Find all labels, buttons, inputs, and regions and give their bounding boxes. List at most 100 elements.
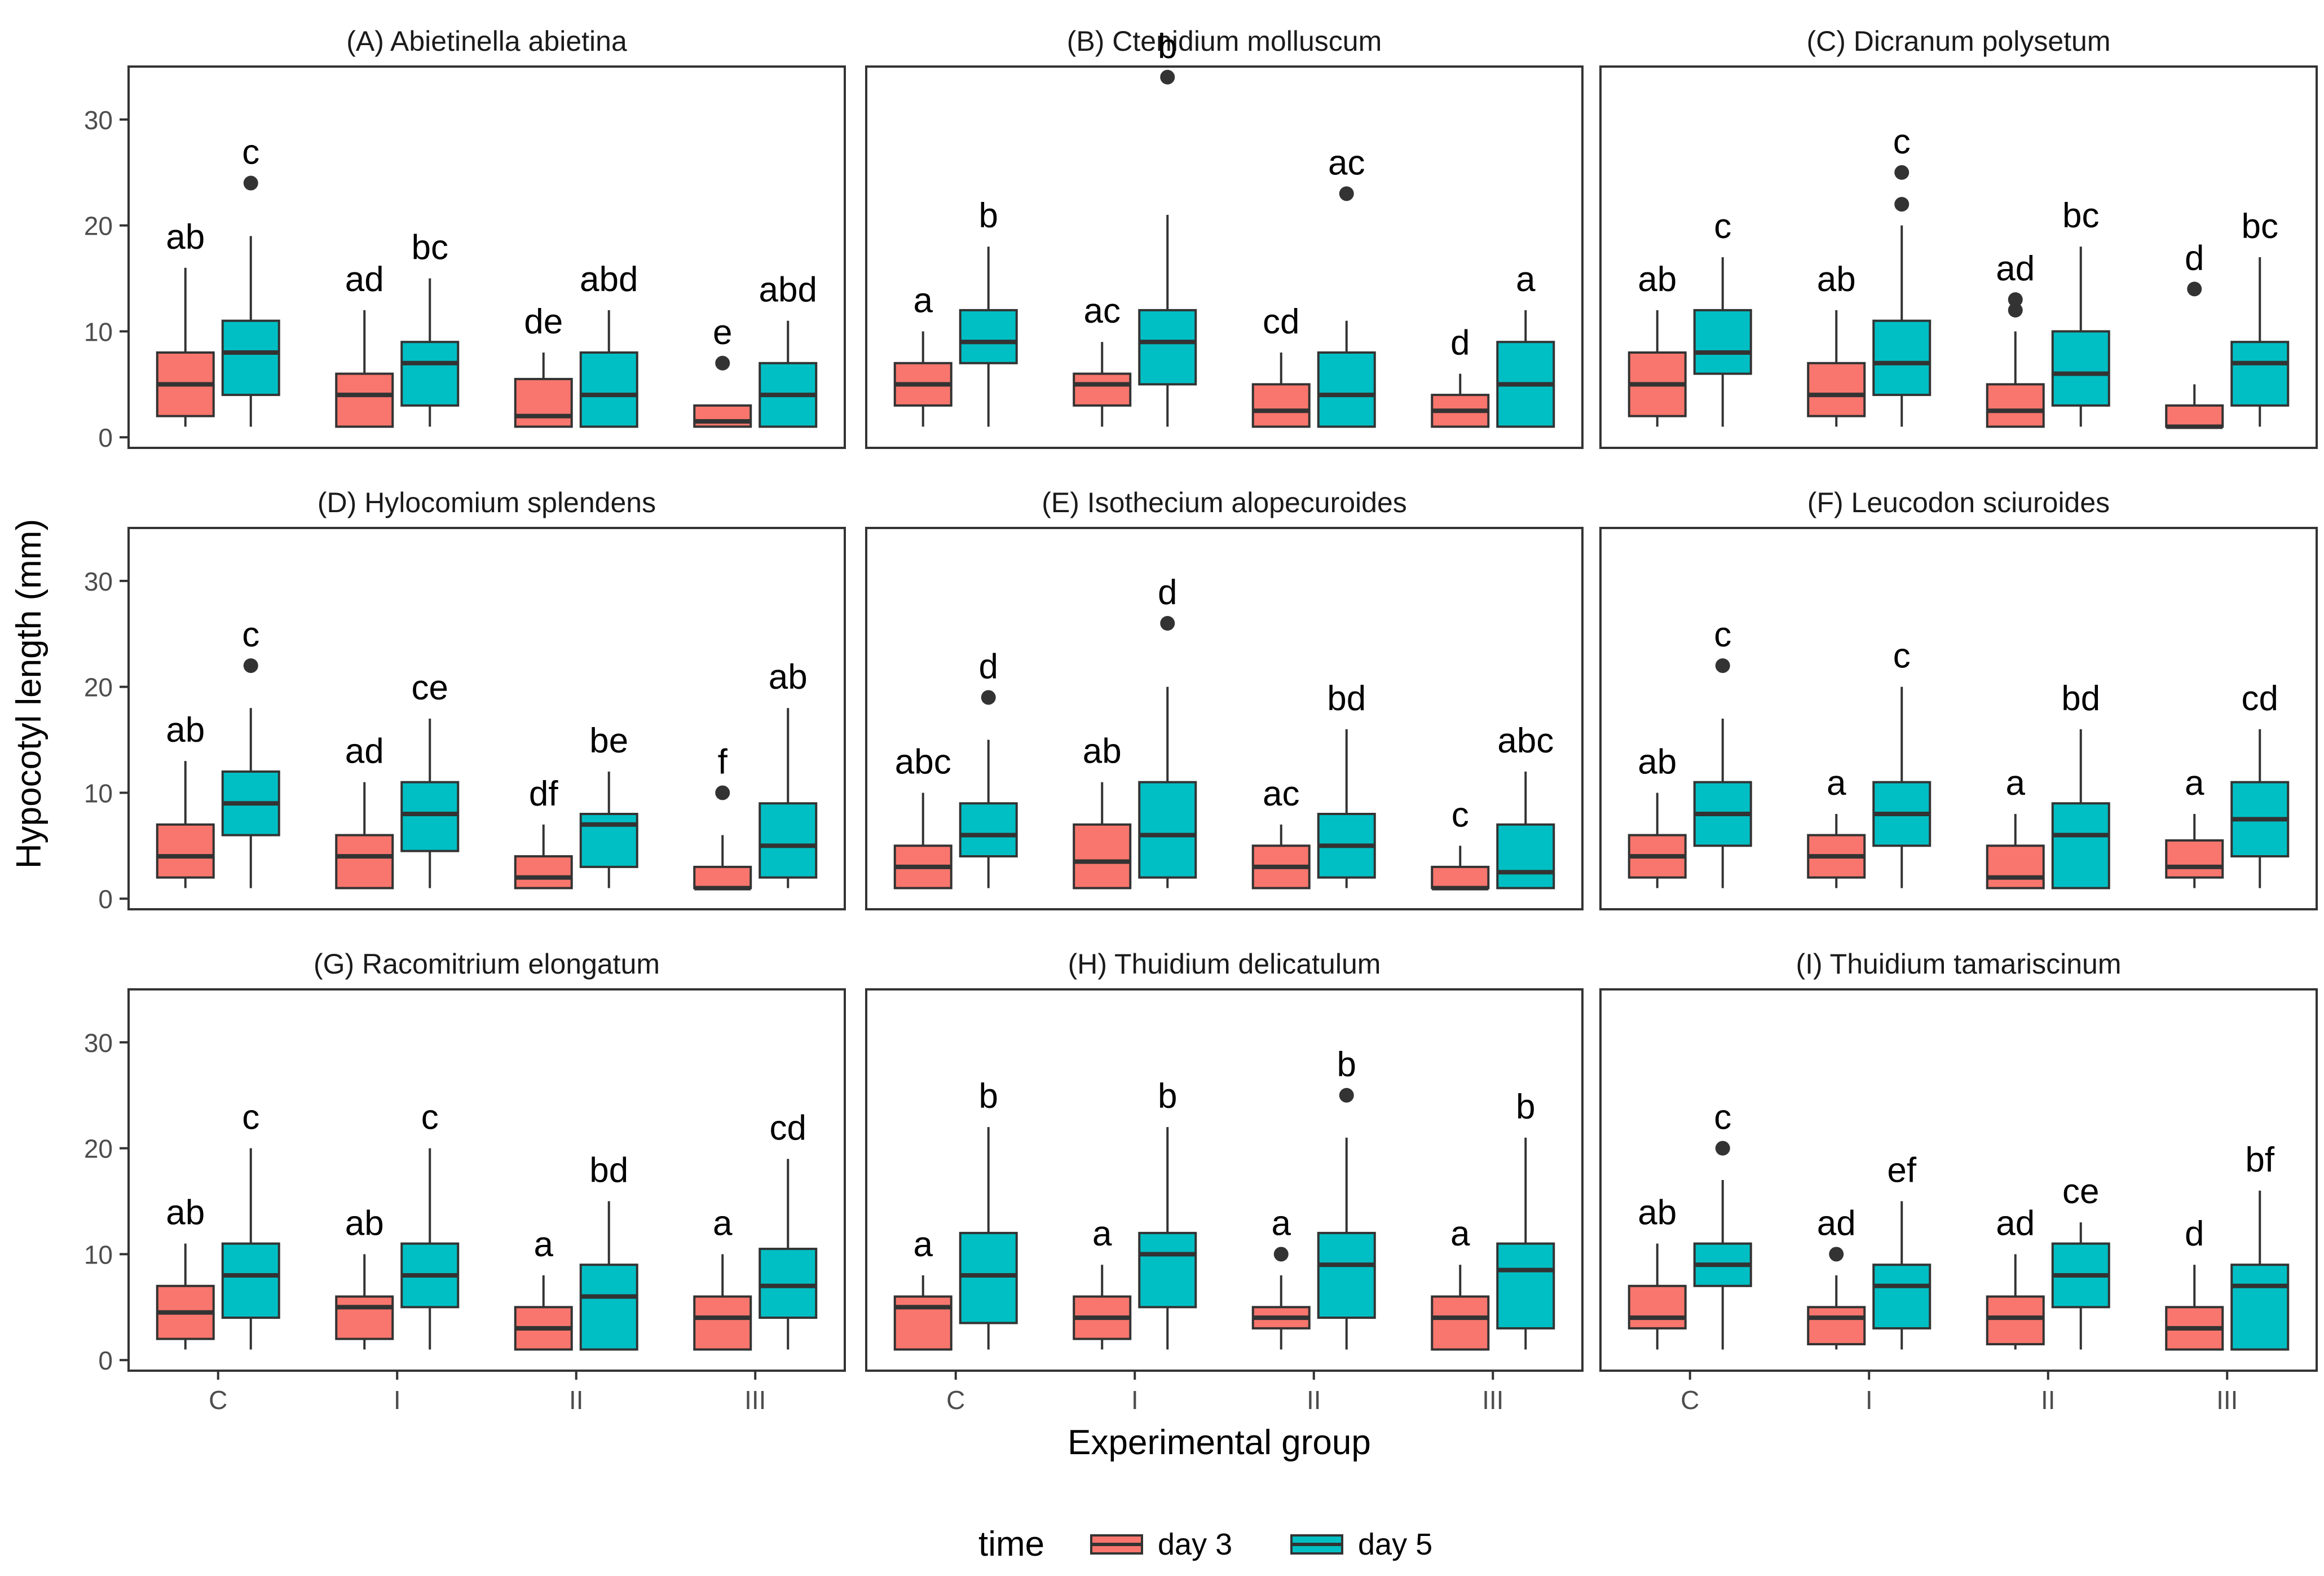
significance-letter: c [421,1098,439,1137]
iqr-box [400,781,460,852]
box-day5: d [1138,573,1197,888]
iqr-box [2165,839,2224,879]
box-day5: d [959,647,1018,888]
facet-panels: (A) Abietinella abietina0102030abcadbcde… [84,25,2318,1415]
panel-9: (I) Thuidium tamariscinumabcCadefIadceII… [1599,948,2318,1415]
panel-title: (C) Dicranum polysetum [1806,25,2110,57]
iqr-box [579,1264,638,1351]
iqr-box [221,1242,280,1319]
outlier-point [981,690,996,705]
panel-title: (F) Leucodon sciuroides [1807,487,2110,518]
box-day5: bf [2230,1141,2290,1351]
panel-5: (E) Isothecium alopecuroides abc d ab d ac bd c… [865,487,1584,910]
significance-letter: cd [770,1108,806,1147]
outlier-point [1894,197,1910,212]
significance-letter: c [1714,207,1731,246]
significance-letter: a [534,1225,554,1264]
panel-border [127,527,846,910]
box-day5: c [221,1098,280,1350]
significance-letter: a [914,281,933,320]
significance-letter: d [1450,324,1470,363]
significance-letter: ac [1328,143,1365,182]
iqr-box [579,351,638,428]
iqr-box [1317,1231,1376,1319]
iqr-box [1431,865,1490,890]
box-day3: ad [1986,1204,2045,1350]
significance-letter: bf [2245,1141,2274,1179]
y-axis-label: Hypocotyl length (mm) [10,519,48,869]
significance-letter: abc [1497,721,1554,760]
significance-letter: b [979,196,998,235]
box-day5: abd [759,271,818,428]
iqr-box [1986,844,2045,890]
box-day3: a [693,1204,752,1351]
box-day3: c [1431,795,1490,891]
box-day5: be [579,721,638,888]
outlier-point [1339,1088,1354,1103]
box-day5: bd [1317,679,1376,888]
panel-title: (G) Racomitrium elongatum [314,948,660,980]
outlier-point [1829,1247,1844,1262]
box-day3: ab [1073,732,1132,890]
significance-letter: b [1158,1077,1177,1116]
legend-label: day 3 [1158,1527,1232,1561]
iqr-box [335,1295,394,1340]
significance-letter: ab [166,218,205,257]
significance-letter: c [242,615,259,654]
box-day5: c [1693,207,1752,427]
outlier-point [1160,616,1175,631]
significance-letter: ab [1817,260,1856,299]
significance-letter: c [1714,1098,1731,1137]
iqr-box [693,1295,752,1351]
significance-letter: c [242,1098,259,1137]
box-day3: ad [335,260,394,428]
iqr-box [2165,404,2224,428]
outlier-point [243,658,258,673]
iqr-box [1986,383,2045,428]
significance-letter: a [914,1225,933,1264]
box-day5: c [1872,637,1931,888]
iqr-box [1496,1242,1555,1330]
x-tick-label: I [1866,1385,1873,1415]
box-day3: d [2165,239,2224,429]
panel-2: (B) Ctenidium molluscum a b ac b cd ac d a [865,25,1584,449]
box-day3: a [1073,1214,1132,1350]
y-tick-label: 0 [98,1346,113,1375]
box-day3: a [893,1225,952,1351]
box-day5: c [1872,122,1931,427]
box-day3: f [693,742,752,891]
significance-letter: bc [412,228,448,267]
significance-letter: a [1450,1214,1470,1253]
outlier-point [1273,1247,1289,1262]
iqr-box [221,319,280,397]
y-tick-label: 10 [84,317,113,346]
x-tick-label: C [946,1385,965,1415]
box-day5: b [1138,27,1197,427]
iqr-box [1317,351,1376,428]
y-tick-label: 0 [98,884,113,914]
box-day3: ad [1986,249,2045,428]
box-day3: ab [1628,1194,1687,1350]
significance-letter: ef [1887,1151,1916,1190]
box-day5: bd [2051,679,2110,890]
box-day3: a [893,281,952,427]
iqr-box [759,1248,818,1319]
box-day5: bc [400,228,460,427]
box-day5: abd [579,260,638,428]
outlier-point [1715,658,1730,673]
significance-letter: abd [580,260,638,299]
significance-letter: ab [1638,1194,1677,1232]
panel-8: (H) Thuidium delicatulum a b Ca b Ia b II a b III [865,948,1584,1415]
significance-letter: ab [1638,260,1677,299]
significance-letter: ab [345,1204,384,1243]
panel-7: (G) Racomitrium elongatum 0 10 20 30 ab c Cab c I… [84,948,846,1415]
outlier-point [243,175,258,191]
box-day5: bd [579,1151,638,1351]
iqr-box [335,834,394,890]
iqr-box [514,855,573,890]
box-day5: bc [2230,207,2290,427]
outlier-point [1894,165,1910,180]
iqr-box [1138,781,1197,879]
